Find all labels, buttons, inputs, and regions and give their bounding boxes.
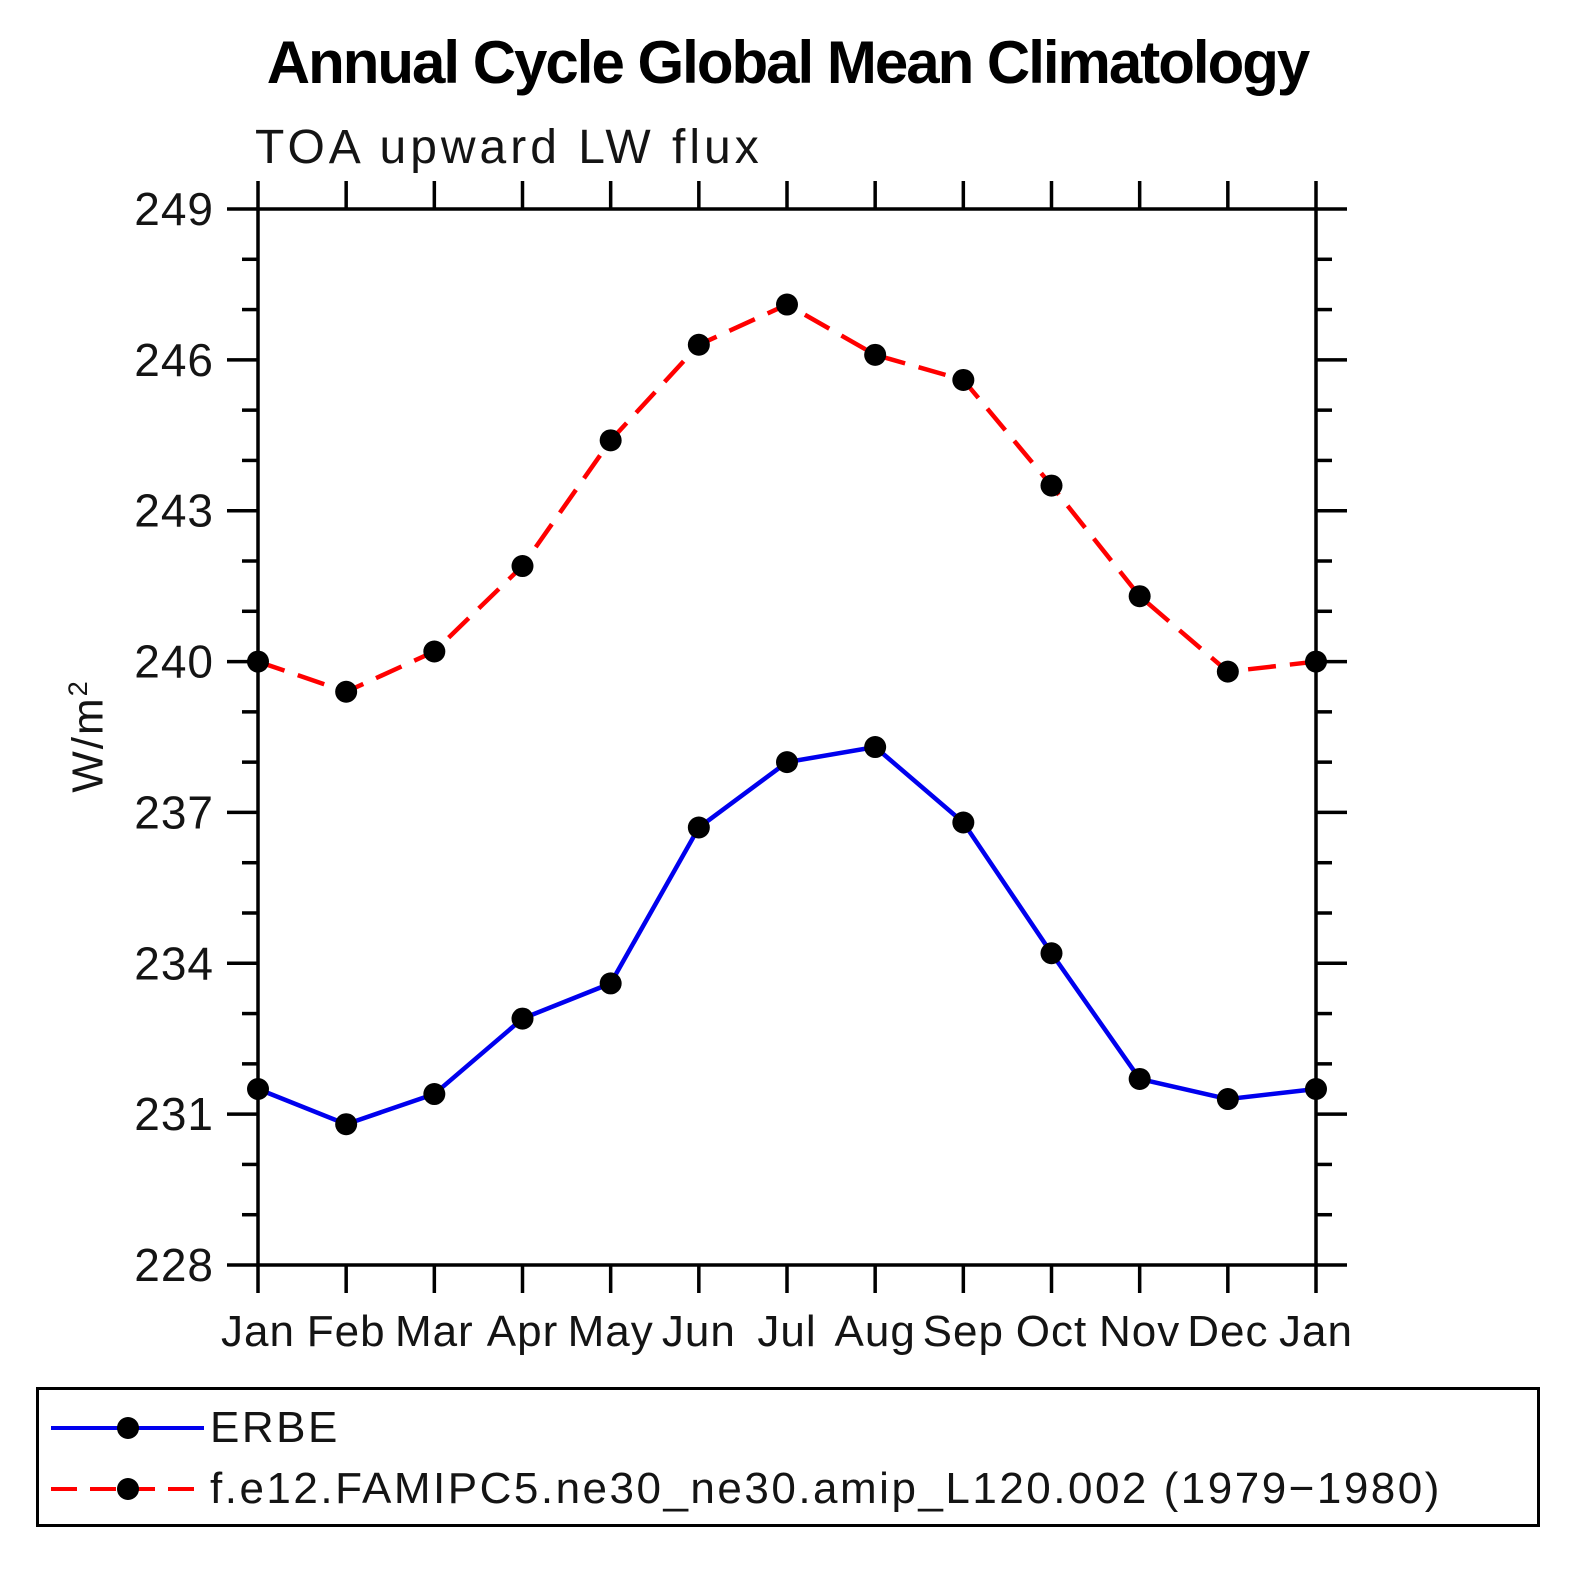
y-tick-label: 243 (134, 485, 214, 537)
legend-marker-dot (117, 1417, 139, 1439)
data-point-marker (599, 972, 622, 995)
data-point-marker (776, 751, 798, 774)
plot-frame (256, 207, 1318, 1267)
data-point-marker (1305, 650, 1327, 673)
data-point-marker (599, 429, 622, 452)
y-tick-label: 234 (134, 937, 214, 989)
legend-label-erbe: ERBE (210, 1403, 340, 1452)
x-tick-label: Dec (1187, 1307, 1268, 1356)
legend-marker-dot (117, 1478, 139, 1500)
chart-title: Annual Cycle Global Mean Climatology (266, 29, 1311, 96)
y-tick-label: 228 (134, 1239, 214, 1291)
x-tick-label: Mar (395, 1307, 474, 1356)
data-point-marker (952, 811, 975, 834)
x-tick-label: May (568, 1307, 654, 1356)
data-point-marker (1216, 660, 1239, 683)
x-tick-label: Feb (307, 1307, 386, 1356)
x-tick-label: Apr (487, 1307, 558, 1356)
data-point-marker (247, 650, 269, 673)
x-tick-label: Jun (662, 1307, 736, 1356)
legend-item-erbe: ERBE (45, 1398, 340, 1458)
y-tick-label: 231 (134, 1088, 214, 1140)
legend-line-sample-solid (51, 1417, 204, 1439)
series-line-model (257, 302, 1317, 695)
x-tick-label: Sep (923, 1307, 1004, 1356)
x-tick-label: Jan (221, 1307, 295, 1356)
series-line-erbe (257, 744, 1317, 1127)
x-tick-label: Oct (1016, 1307, 1087, 1356)
legend-item-model: f.e12.FAMIPC5.ne30_ne30.amip_L120.002 (1… (45, 1459, 1442, 1519)
chart-subtitle: TOA upward LW flux (255, 121, 763, 174)
data-point-marker (511, 1007, 534, 1030)
data-point-marker (1305, 1078, 1327, 1100)
data-point-marker (423, 640, 446, 663)
y-tick-label: 240 (134, 636, 214, 688)
data-point-marker (335, 680, 358, 703)
legend-box: ERBE f.e12.FAMIPC5.ne30_ne30.amip_L120.0… (36, 1387, 1540, 1527)
data-point-marker (687, 816, 710, 839)
data-point-marker (511, 555, 534, 578)
data-point-marker (335, 1113, 358, 1136)
data-point-marker (1128, 1067, 1151, 1090)
data-point-marker (952, 368, 975, 391)
data-point-marker (776, 293, 798, 316)
x-tick-label: Nov (1099, 1307, 1180, 1356)
legend-line-sample-dashed (51, 1478, 204, 1500)
data-point-marker (1040, 942, 1063, 965)
x-tick-label: Jul (757, 1307, 816, 1356)
data-point-marker (1040, 474, 1063, 497)
y-tick-label: 237 (134, 786, 214, 838)
data-point-marker (247, 1078, 269, 1100)
y-tick-label: 249 (134, 183, 214, 235)
data-point-marker (423, 1083, 446, 1106)
x-tick-label: Aug (835, 1307, 916, 1356)
data-point-marker (864, 736, 887, 759)
x-tick-label: Jan (1279, 1307, 1353, 1356)
data-point-marker (1128, 585, 1151, 608)
data-point-marker (687, 333, 710, 356)
data-point-marker (864, 343, 887, 366)
y-tick-label: 246 (134, 334, 214, 386)
legend-label-model: f.e12.FAMIPC5.ne30_ne30.amip_L120.002 (1… (210, 1464, 1442, 1513)
data-point-marker (1216, 1088, 1239, 1111)
